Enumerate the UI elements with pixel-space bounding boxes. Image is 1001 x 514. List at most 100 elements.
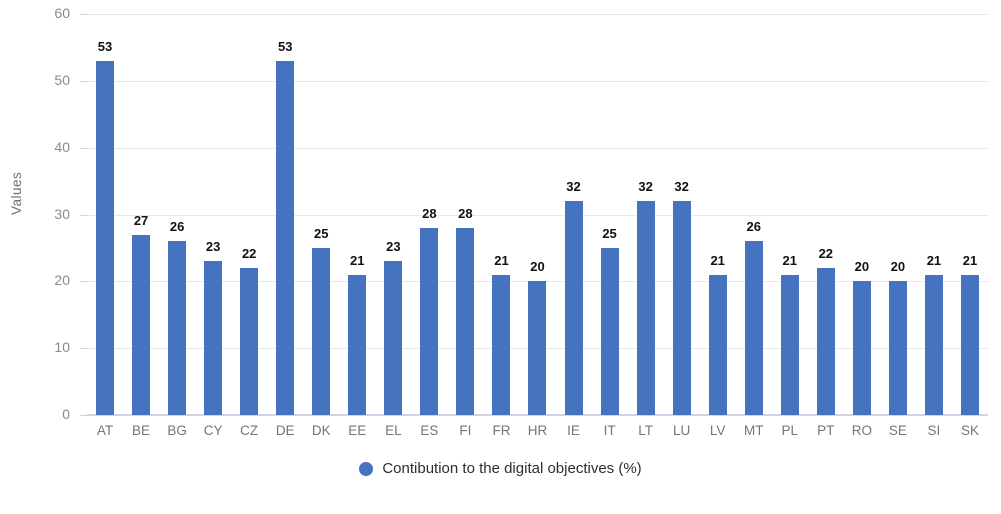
- x-label-FR: FR: [492, 423, 511, 438]
- bar-column-EE: 21: [339, 0, 375, 415]
- bar-DE[interactable]: [276, 60, 295, 415]
- bar-column-DK: 25: [303, 0, 339, 415]
- legend-marker-icon: [359, 461, 374, 476]
- x-label-HR: HR: [527, 423, 548, 438]
- bar-column-PT: 22: [808, 0, 844, 415]
- bar-column-BE: 27: [123, 0, 159, 415]
- bar-FI[interactable]: [456, 227, 475, 415]
- x-label-CY: CY: [203, 423, 223, 438]
- bar-value-FR: 21: [494, 252, 509, 268]
- gridline-60: [87, 14, 988, 15]
- x-label-PT: PT: [817, 423, 835, 438]
- x-label-EL: EL: [385, 423, 402, 438]
- bar-column-CZ: 22: [231, 0, 267, 415]
- bar-value-LV: 21: [710, 252, 725, 268]
- plot-area: 53 27 26 23 22 53 25 21 23 28 28 21 20 32 25 32 32 21 26 21…: [87, 0, 988, 416]
- bar-column-SK: 21: [952, 0, 988, 415]
- y-tick-mark-10: [80, 348, 87, 350]
- bar-value-AT: 53: [97, 38, 113, 54]
- bar-ES[interactable]: [420, 227, 439, 415]
- x-label-IT: IT: [603, 423, 616, 438]
- bar-LU[interactable]: [672, 201, 691, 415]
- bar-value-IE: 32: [566, 179, 581, 195]
- bar-column-IE: 32: [556, 0, 592, 415]
- bar-value-SK: 21: [962, 252, 978, 268]
- bar-column-CY: 23: [195, 0, 231, 415]
- bar-IE[interactable]: [564, 201, 583, 415]
- bar-value-IT: 25: [602, 225, 617, 241]
- x-label-SI: SI: [927, 423, 941, 438]
- x-label-RO: RO: [851, 423, 872, 438]
- bar-SE[interactable]: [888, 281, 907, 415]
- y-tick-mark-60: [80, 14, 87, 15]
- bar-value-EE: 21: [350, 252, 365, 268]
- bar-value-DE: 53: [277, 38, 293, 54]
- y-tick-mark-40: [80, 147, 87, 149]
- bar-PT[interactable]: [816, 267, 835, 415]
- bar-column-SE: 20: [880, 0, 916, 415]
- bar-value-CZ: 22: [241, 245, 257, 261]
- bar-value-HR: 20: [530, 259, 545, 275]
- x-label-LT: LT: [638, 423, 653, 438]
- bar-EL[interactable]: [384, 261, 403, 415]
- x-label-SK: SK: [960, 423, 979, 438]
- bar-LT[interactable]: [636, 201, 655, 415]
- x-axis-line: [87, 414, 988, 416]
- bar-AT[interactable]: [96, 60, 115, 415]
- bar-BE[interactable]: [132, 234, 151, 415]
- bar-EE[interactable]: [348, 274, 367, 415]
- x-label-AT: AT: [96, 423, 114, 438]
- bar-column-IT: 25: [592, 0, 628, 415]
- bar-FR[interactable]: [492, 274, 511, 415]
- x-label-DE: DE: [275, 423, 295, 438]
- bar-value-SI: 21: [926, 252, 942, 268]
- bar-LV[interactable]: [708, 274, 727, 415]
- bar-value-DK: 25: [314, 225, 329, 241]
- y-tick-label-30: 30: [54, 205, 70, 222]
- bar-column-LV: 21: [700, 0, 736, 415]
- x-label-BE: BE: [132, 423, 151, 438]
- x-label-CZ: CZ: [240, 423, 259, 438]
- bar-value-ES: 28: [422, 205, 437, 221]
- bar-column-AT: 53: [87, 0, 123, 415]
- bar-column-LT: 32: [628, 0, 664, 415]
- bar-DK[interactable]: [312, 247, 331, 415]
- x-label-BG: BG: [167, 423, 187, 438]
- bar-column-FI: 28: [447, 0, 483, 415]
- bar-MT[interactable]: [744, 241, 763, 415]
- y-axis-title: Values: [9, 171, 24, 215]
- legend-label: Contibution to the digital objectives (%…: [382, 460, 642, 477]
- bar-value-MT: 26: [746, 219, 761, 235]
- bar-CZ[interactable]: [240, 267, 259, 415]
- bar-CY[interactable]: [204, 261, 223, 415]
- x-label-SE: SE: [888, 423, 907, 438]
- bar-SI[interactable]: [924, 274, 943, 415]
- y-tick-label-40: 40: [54, 138, 70, 155]
- bar-value-LU: 32: [674, 179, 689, 195]
- bar-column-EL: 23: [375, 0, 411, 415]
- bar-SK[interactable]: [960, 274, 979, 415]
- bar-IT[interactable]: [600, 247, 619, 415]
- bar-RO[interactable]: [852, 281, 871, 415]
- gridline-40: [87, 147, 988, 149]
- bar-PL[interactable]: [780, 274, 799, 415]
- y-tick-mark-30: [80, 214, 87, 216]
- bar-value-FI: 28: [458, 205, 473, 221]
- x-label-IE: IE: [567, 423, 580, 438]
- x-label-LU: LU: [673, 423, 691, 438]
- bar-column-MT: 26: [736, 0, 772, 415]
- y-tick-label-10: 10: [54, 339, 70, 356]
- bar-value-CY: 23: [205, 239, 221, 255]
- bar-BG[interactable]: [168, 241, 187, 415]
- bar-value-BE: 27: [133, 212, 149, 228]
- y-tick-label-60: 60: [54, 5, 70, 21]
- x-label-MT: MT: [743, 423, 764, 438]
- gridline-30: [87, 214, 988, 216]
- bar-value-EL: 23: [386, 239, 401, 255]
- legend: Contibution to the digital objectives (%…: [0, 460, 1001, 477]
- bar-column-BG: 26: [159, 0, 195, 415]
- bar-column-LU: 32: [664, 0, 700, 415]
- gridline-50: [87, 80, 988, 82]
- bar-HR[interactable]: [528, 281, 547, 415]
